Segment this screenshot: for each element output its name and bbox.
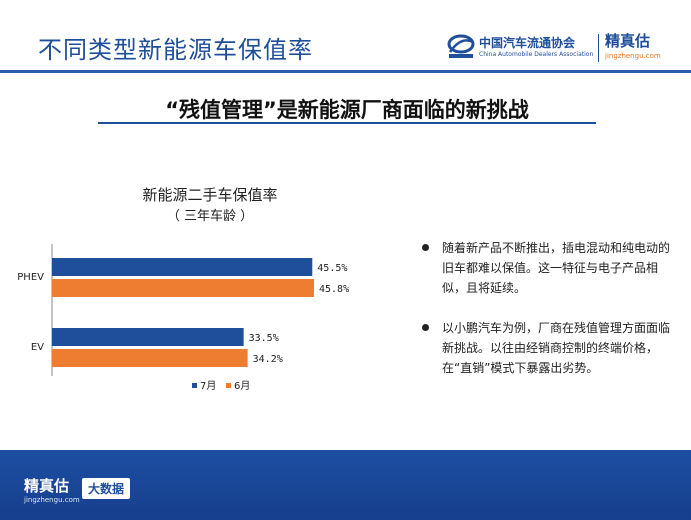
legend-label: 6月	[234, 380, 250, 392]
chart-title: 新能源二手车保值率	[142, 186, 278, 204]
cada-logo: 中国汽车流通协会 China Automobile Dealers Associ…	[446, 30, 596, 64]
category-label: PHEV	[17, 272, 44, 283]
jzg-logo: 精真估 jingzhengu.com	[605, 30, 661, 60]
bar-0-1	[52, 328, 244, 346]
legend-swatch	[192, 383, 197, 388]
footer-logo: 精真估 jingzhengu.com	[24, 475, 80, 504]
data-label: 45.5%	[317, 263, 347, 274]
footer-bar: 精真估 jingzhengu.com 大数据	[0, 450, 691, 520]
bullet-dot-icon	[422, 324, 429, 331]
bar-chart: PHEV 45.5% 45.8% EV 33.5% 34.2% 7月 6月	[17, 244, 349, 392]
chart-subtitle: （ 三年车龄 ）	[166, 209, 254, 224]
bar-1-1	[52, 349, 248, 367]
footer-badge: 大数据	[82, 478, 131, 499]
data-label: 33.5%	[249, 333, 279, 344]
jzg-logo-cn: 精真估	[605, 32, 651, 50]
data-label: 34.2%	[253, 354, 283, 365]
bar-0-0	[52, 258, 313, 276]
cada-logo-cn: 中国汽车流通协会	[479, 36, 576, 50]
cada-emblem-icon	[447, 34, 475, 58]
bullet-text: 随着新产品不断推出，插电混动和纯电动的旧车都难以保值。这一特征与电子产品相似，且…	[442, 241, 671, 295]
bullet-list: 随着新产品不断推出，插电混动和纯电动的旧车都难以保值。这一特征与电子产品相似，且…	[420, 238, 675, 398]
page-title: 不同类型新能源车保值率	[38, 36, 313, 64]
bullet-text: 以小鹏汽车为例，厂商在残值管理方面面临新挑战。以往由经销商控制的终端价格，在“直…	[442, 321, 671, 375]
legend-swatch	[226, 383, 231, 388]
category-label: EV	[31, 342, 44, 353]
bullet-item: 以小鹏汽车为例，厂商在残值管理方面面临新挑战。以往由经销商控制的终端价格，在“直…	[420, 318, 675, 378]
slide-subtitle: “残值管理”是新能源厂商面临的新挑战	[165, 98, 529, 122]
legend-label: 7月	[200, 380, 216, 392]
footer-logo-cn: 精真估	[24, 477, 70, 495]
bar-1-0	[52, 279, 314, 297]
jzg-logo-en: jingzhengu.com	[605, 52, 661, 60]
subtitle-underline	[98, 122, 596, 124]
header-rule	[0, 70, 691, 73]
logo-divider	[598, 34, 599, 62]
bullet-dot-icon	[422, 244, 429, 251]
footer-logo-en: jingzhengu.com	[24, 496, 80, 504]
bullet-item: 随着新产品不断推出，插电混动和纯电动的旧车都难以保值。这一特征与电子产品相似，且…	[420, 238, 675, 298]
data-label: 45.8%	[319, 284, 349, 295]
cada-logo-en: China Automobile Dealers Association	[479, 51, 594, 58]
